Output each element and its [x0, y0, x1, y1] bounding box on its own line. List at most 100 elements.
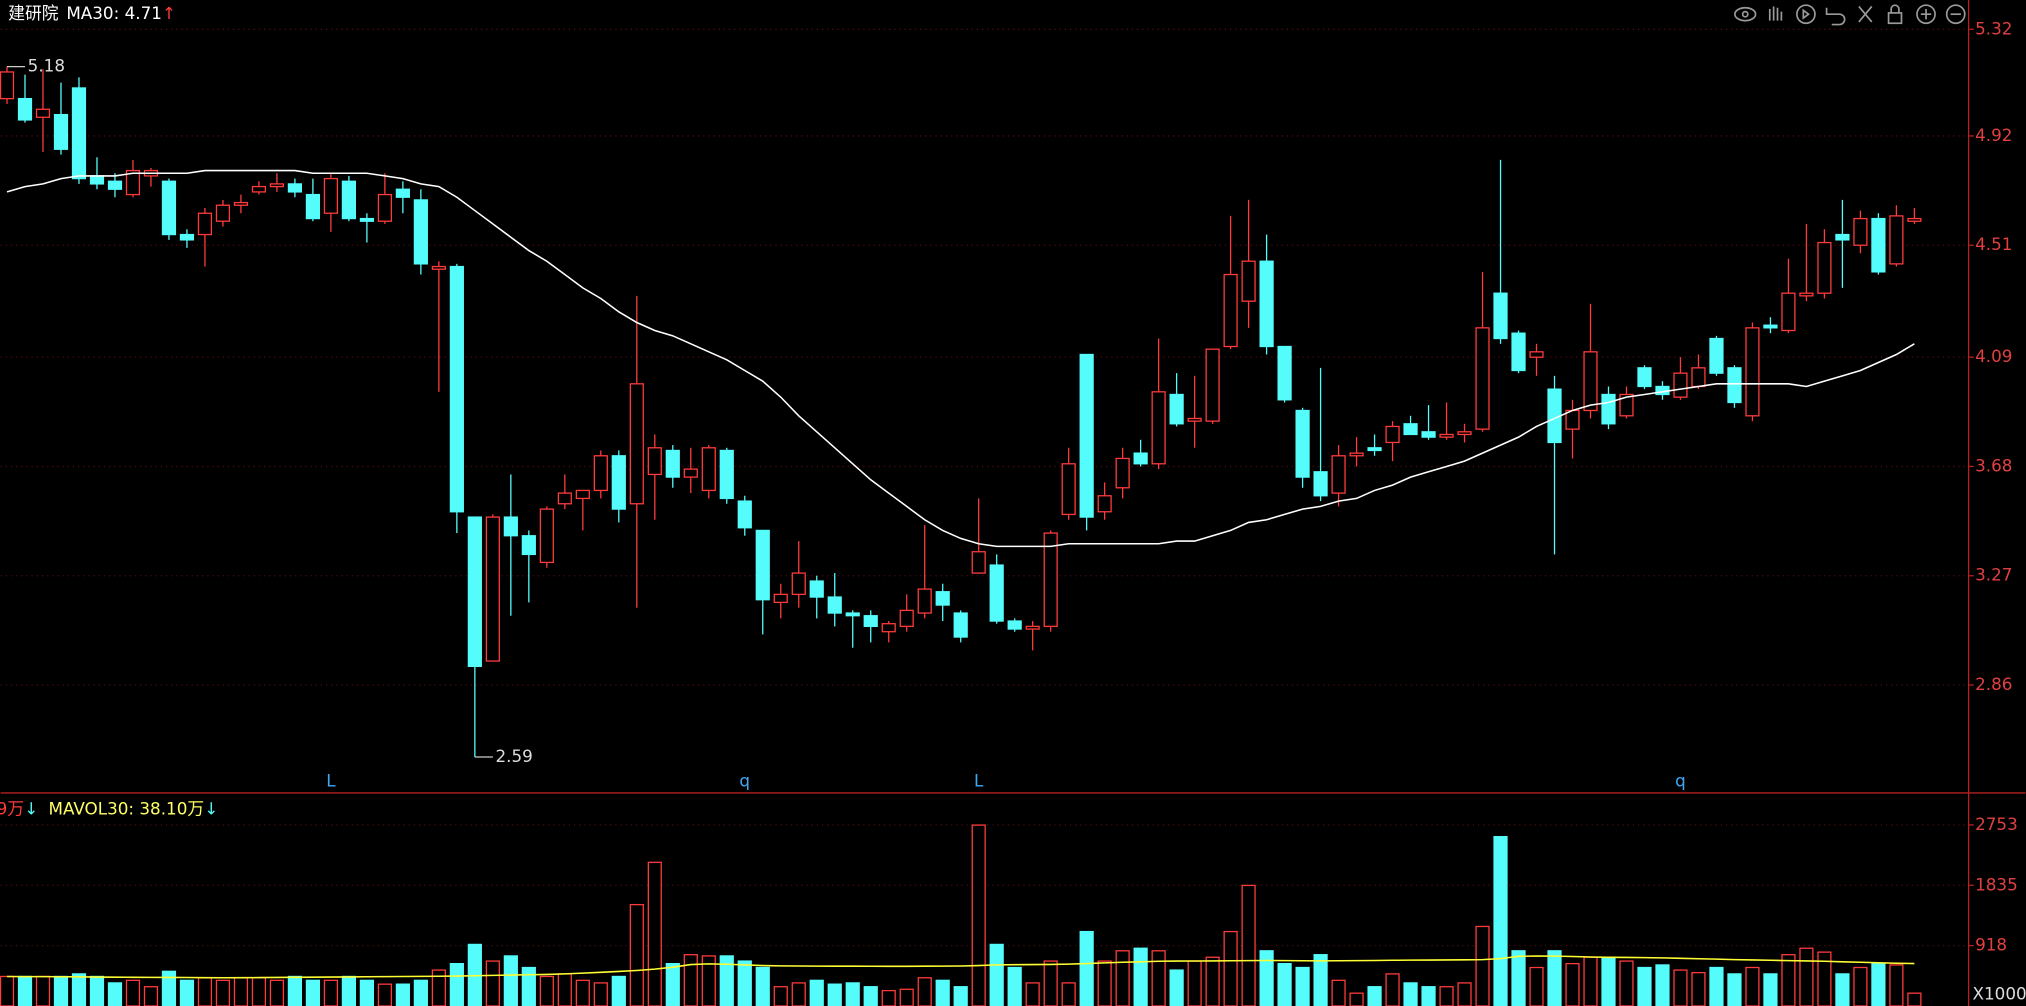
candle-body [305, 193, 321, 220]
zoom-in-icon[interactable] [1916, 4, 1936, 25]
event-label: q [739, 770, 750, 790]
volume-bar [1565, 962, 1580, 1006]
volume-bar [1655, 964, 1670, 1006]
cut-icon[interactable] [1858, 5, 1873, 23]
candle-body [1043, 532, 1058, 628]
candle-body [953, 612, 968, 638]
candle-body [1295, 409, 1310, 478]
candle-body [683, 468, 698, 478]
volume-bar [251, 977, 267, 1006]
candle-body [1421, 431, 1436, 438]
volume-header: 9万↓MAVOL30: 38.10万↓ [0, 799, 218, 819]
volume-bar [791, 982, 806, 1006]
volume-bar [1583, 956, 1598, 1006]
candle-body [593, 455, 608, 492]
volume-bar [35, 975, 51, 1006]
play-icon[interactable] [1796, 4, 1816, 25]
volume-bar [197, 977, 213, 1006]
candle-body [269, 183, 285, 188]
candle-body [881, 623, 896, 633]
candle-body [1889, 215, 1904, 265]
volume-bar [1457, 982, 1472, 1006]
candle-body [1187, 417, 1202, 422]
zoom-out-icon[interactable] [1945, 4, 1966, 25]
volume-bar [1817, 951, 1832, 1006]
volume-bar [1259, 950, 1274, 1006]
candle-body [1403, 423, 1418, 436]
candle-body [1511, 332, 1526, 372]
volume-bar [1133, 947, 1148, 1006]
volume-bar [665, 962, 680, 1006]
candle-body [521, 535, 536, 556]
volume-bar [1187, 960, 1202, 1006]
candle-body [1583, 351, 1598, 412]
volume-bar [935, 979, 950, 1006]
candle-body [1709, 337, 1724, 374]
ma-arrow: ↑ [162, 3, 176, 23]
low-marker-label: 2.59 [496, 746, 533, 766]
candle-body [341, 180, 356, 220]
volume-bar [1313, 954, 1328, 1006]
candle-body [719, 449, 734, 500]
candle-body [17, 97, 33, 121]
volume-bar [575, 979, 590, 1006]
candle-body [377, 193, 392, 222]
hand-icon[interactable] [1768, 6, 1783, 21]
eye-icon[interactable] [1734, 6, 1757, 22]
volume-bar [1205, 956, 1220, 1006]
y-tick-label: 3.27 [1975, 565, 2012, 585]
volume-bar [395, 983, 410, 1006]
volume-bar [1853, 966, 1868, 1006]
event-label: L [326, 770, 336, 790]
volume-bar [1367, 986, 1382, 1006]
volume-bar [1709, 966, 1724, 1006]
volume-bar [1835, 973, 1850, 1006]
volume-bar [215, 979, 231, 1006]
candle-body [539, 508, 554, 564]
volume-bar [755, 966, 770, 1006]
volume-bar [305, 979, 321, 1006]
candle-body [53, 113, 69, 150]
volume-bar [287, 975, 303, 1006]
volume-bar [341, 975, 356, 1006]
candle-body [485, 516, 500, 662]
volume-bar [1547, 950, 1562, 1006]
candle-body [1061, 463, 1076, 516]
volume-bar [1007, 966, 1022, 1006]
zoom-in-plus [1920, 9, 1932, 20]
high-marker-label: 5.18 [28, 56, 65, 76]
y-tick-label: 1835 [1975, 874, 2018, 894]
candle-body [701, 447, 716, 492]
candle-body [1781, 292, 1796, 332]
eye-pupil [1741, 10, 1749, 18]
volume-bar [1241, 884, 1256, 1006]
volume-bar [413, 979, 428, 1006]
volume-bar [1079, 930, 1094, 1006]
candle-body [1313, 471, 1328, 497]
lock-icon[interactable] [1887, 12, 1903, 25]
mavol-arrow: ↓ [204, 799, 218, 819]
volume-bar [1025, 982, 1040, 1006]
candle-body [557, 492, 572, 505]
candle-body [215, 204, 231, 222]
volume-bar [1097, 960, 1112, 1006]
candle-body [125, 169, 141, 196]
candle-body [665, 449, 680, 478]
volume-bar [899, 988, 914, 1006]
candle-body [251, 185, 267, 193]
candle-body [917, 588, 932, 614]
candle-body [71, 87, 87, 180]
volume-bar [269, 979, 285, 1006]
undo-icon[interactable] [1825, 7, 1846, 26]
volume-bar [485, 960, 500, 1006]
volume-bar [1331, 979, 1346, 1006]
candle-body [629, 383, 644, 505]
candle-body [575, 489, 590, 500]
volume-bar [1061, 982, 1076, 1006]
ma30-line [6, 169, 1915, 548]
volume-bar [1673, 969, 1688, 1006]
volume-bar [827, 983, 842, 1006]
volume-bar [179, 979, 195, 1006]
